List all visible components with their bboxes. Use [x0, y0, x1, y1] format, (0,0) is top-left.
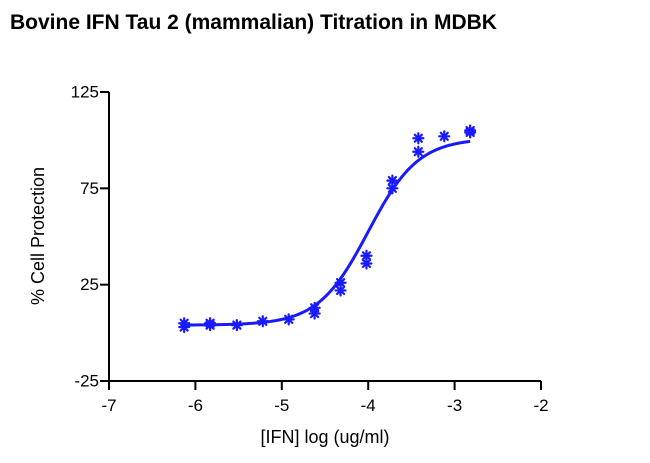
y-axis-ticks: -25 25 75 125 [71, 83, 109, 391]
y-axis-label: % Cell Protection [28, 167, 48, 305]
x-axis-ticks: -7 -6 -5 -4 -3 -2 [101, 381, 549, 415]
x-tick-label: -3 [447, 396, 462, 415]
data-point-asterisk [308, 301, 321, 314]
y-tick-label: 125 [71, 83, 99, 102]
data-point-asterisk [412, 145, 425, 158]
y-tick-label: -25 [74, 372, 99, 391]
x-tick-label: -2 [533, 396, 548, 415]
data-point-asterisk [464, 124, 477, 137]
data-point-asterisk [282, 313, 295, 326]
x-tick-label: -6 [188, 396, 203, 415]
fit-curve [182, 139, 471, 327]
data-point-asterisk [334, 276, 347, 289]
data-point-asterisk [438, 130, 451, 143]
x-tick-label: -5 [274, 396, 289, 415]
x-tick-label: -4 [361, 396, 376, 415]
chart-title: Bovine IFN Tau 2 (mammalian) Titration i… [10, 11, 497, 34]
data-point-asterisk [230, 319, 243, 332]
data-point-asterisk [360, 249, 373, 262]
data-point-asterisk [386, 182, 399, 195]
x-tick-label: -7 [101, 396, 116, 415]
y-tick-label: 75 [80, 179, 99, 198]
x-axis-label: [IFN] log (ug/ml) [260, 427, 389, 447]
data-points [178, 124, 477, 334]
data-point-asterisk [386, 174, 399, 187]
data-point-asterisk [178, 317, 191, 330]
y-tick-label: 25 [80, 275, 99, 294]
data-point-asterisk [203, 317, 217, 330]
data-point-asterisk [412, 132, 425, 145]
axes [108, 92, 541, 382]
data-point-asterisk [256, 315, 269, 328]
